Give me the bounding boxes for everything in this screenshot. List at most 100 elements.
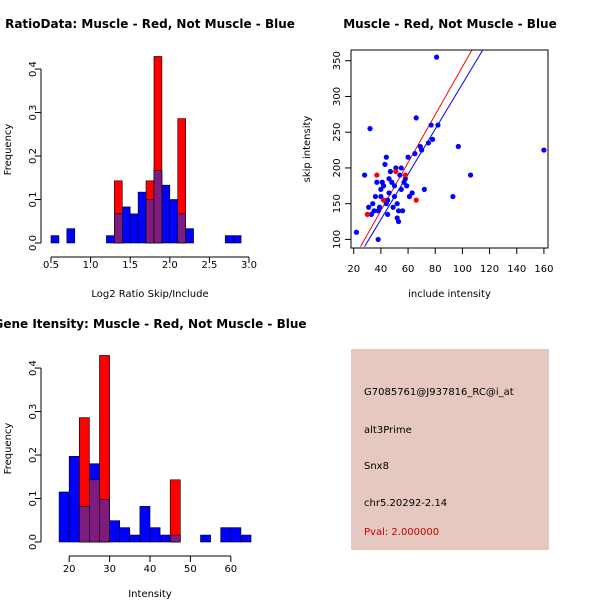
scatter-point-not-muscle	[382, 161, 388, 167]
scatter-point-muscle	[381, 197, 387, 203]
y-tick-label: 100	[332, 230, 343, 249]
x-tick-label: 120	[480, 264, 499, 275]
scatter-point-not-muscle	[389, 179, 395, 185]
y-tick-label: 0.1	[28, 192, 39, 208]
scatter-point-not-muscle	[386, 190, 392, 196]
histogram-bar-not-muscle	[129, 534, 141, 543]
fit-line-red	[360, 50, 473, 247]
scatter-point-muscle	[402, 172, 408, 178]
histogram-bar-not-muscle	[106, 235, 115, 244]
histogram-bar-not-muscle	[139, 506, 151, 543]
scatter-point-not-muscle	[467, 172, 474, 178]
scatter-point-not-muscle	[374, 179, 380, 185]
scatter-point-not-muscle	[381, 183, 387, 189]
y-tick-label: 0.4	[28, 61, 39, 77]
scatter-point-not-muscle	[390, 204, 396, 210]
y-tick-label: 0.0	[28, 534, 39, 550]
scatter-point-not-muscle	[395, 208, 402, 214]
x-tick-label: 60	[402, 264, 415, 275]
x-tick-label: 40	[144, 564, 157, 575]
y-tick-label: 0.1	[28, 491, 39, 507]
x-tick-label: 40	[375, 264, 388, 275]
histogram-bar-not-muscle	[159, 534, 171, 543]
scatter-point-muscle	[393, 168, 399, 175]
scatter-point-not-muscle	[425, 140, 432, 146]
scatter-point-not-muscle	[398, 165, 404, 171]
histogram-bar-not-muscle	[50, 235, 60, 244]
scatter-point-not-muscle	[361, 172, 368, 178]
histogram-bar-not-muscle	[68, 456, 80, 543]
scatter-point-not-muscle	[409, 190, 415, 196]
histogram-bar-overlap	[99, 499, 110, 543]
fit-line-blue	[364, 50, 484, 247]
scatter-point-not-muscle	[371, 208, 377, 214]
x-tick-label: 80	[429, 264, 442, 275]
x-axis-label: include intensity	[408, 289, 491, 300]
y-tick-label: 0.4	[28, 360, 39, 376]
scatter-point-not-muscle	[386, 176, 392, 182]
scatter-point-not-muscle	[398, 186, 404, 192]
pval-text: Pval: 2.000000	[364, 527, 440, 538]
info-panel: G7085761@J937816_RC@i_at alt3Prime Snx8 …	[351, 349, 549, 550]
x-tick-label: 30	[103, 564, 116, 575]
y-tick-label: 0.3	[28, 105, 39, 121]
scatter-point-not-muscle	[393, 165, 399, 171]
scatter-point-muscle	[364, 211, 370, 218]
scatter-point-not-muscle	[405, 154, 411, 160]
y-axis-label: skip intensity	[302, 116, 313, 183]
y-tick-label: 0.3	[28, 404, 39, 420]
x-tick-label: 100	[453, 264, 472, 275]
intensity_hist-panel: Gene Itensity: Muscle - Red, Not Muscle …	[0, 317, 307, 600]
scatter-point-not-muscle	[397, 172, 403, 178]
y-tick-label: 0.0	[28, 235, 39, 251]
histogram-bar-not-muscle	[220, 527, 232, 543]
scatter-point-muscle	[374, 172, 380, 178]
histogram-bar-not-muscle	[169, 199, 179, 244]
histogram-bar-not-muscle	[232, 235, 242, 244]
histogram-bar-overlap	[169, 534, 181, 543]
histogram-bar-not-muscle	[119, 527, 131, 543]
genomic-location: chr5.20292-2.14	[364, 498, 448, 509]
y-tick-label: 350	[332, 51, 343, 70]
scatter-point-not-muscle	[367, 126, 373, 132]
x-axis-label: Log2 Ratio Skip/Include	[91, 289, 208, 300]
histogram-bar-overlap	[114, 213, 123, 244]
x-tick-label: 1.0	[83, 260, 99, 271]
y-tick-label: 0.2	[28, 148, 39, 164]
scatter-point-not-muscle	[406, 193, 413, 200]
scatter-point-not-muscle	[370, 201, 376, 207]
scatter-point-not-muscle	[433, 54, 440, 60]
probe-id: G7085761@J937816_RC@i_at	[364, 387, 514, 398]
scatter-point-not-muscle	[412, 151, 418, 157]
x-tick-label: 160	[534, 264, 553, 275]
histogram-bar-not-muscle	[137, 191, 147, 244]
chart-title: RatioData: Muscle - Red, Not Muscle - Bl…	[5, 17, 295, 31]
scatter-point-not-muscle	[391, 193, 398, 200]
scatter-point-not-muscle	[421, 186, 427, 192]
y-axis-label: Frequency	[3, 124, 14, 176]
histogram-bar-overlap	[145, 199, 155, 244]
scatter-point-not-muscle	[375, 236, 381, 243]
chart-title: Gene Itensity: Muscle - Red, Not Muscle …	[0, 317, 307, 331]
scatter-point-not-muscle	[413, 115, 419, 121]
histogram-bar-not-muscle	[200, 534, 211, 543]
y-tick-label: 150	[332, 194, 343, 213]
scatter-point-not-muscle	[385, 197, 391, 203]
event-type: alt3Prime	[364, 425, 412, 436]
y-tick-label: 200	[332, 158, 343, 177]
scatter-point-muscle	[413, 197, 419, 203]
y-axis-label: Frequency	[3, 423, 14, 475]
y-tick-label: 0.2	[28, 447, 39, 463]
y-tick-label: 250	[332, 123, 343, 142]
scatter-point-not-muscle	[366, 204, 372, 210]
scatter-point-not-muscle	[378, 193, 384, 200]
histogram-bar-not-muscle	[224, 235, 234, 244]
scatter-point-not-muscle	[376, 204, 383, 210]
scatter-point-not-muscle	[378, 186, 384, 192]
x-tick-label: 140	[507, 264, 526, 275]
scatter-point-not-muscle	[402, 176, 408, 182]
x-tick-label: 0.5	[43, 260, 59, 271]
scatter-point-not-muscle	[428, 122, 434, 128]
x-tick-label: 20	[63, 564, 76, 575]
